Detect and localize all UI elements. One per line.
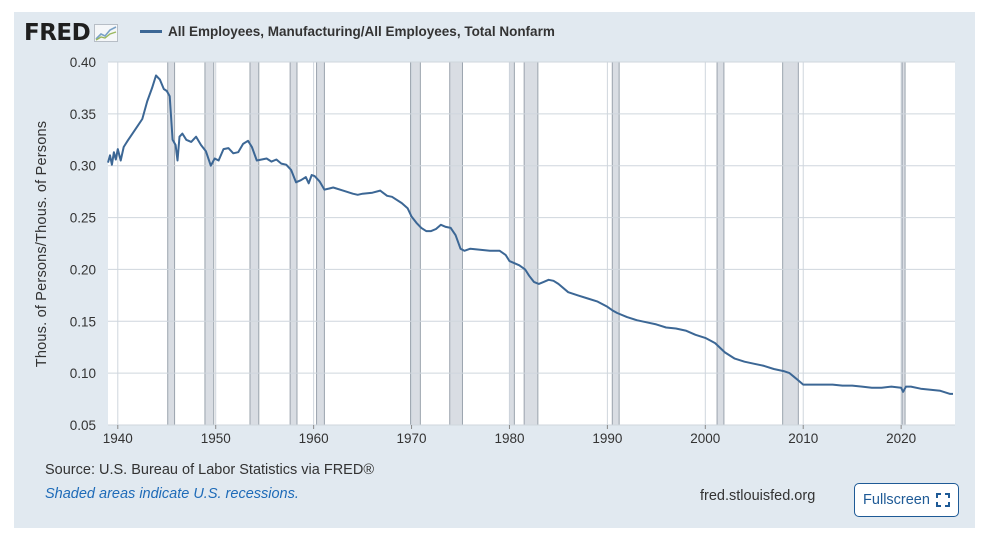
x-tick-label: 1950 bbox=[201, 431, 231, 446]
y-tick-label: 0.30 bbox=[70, 159, 96, 174]
fred-logo[interactable]: FRED bbox=[24, 20, 119, 46]
x-tick-label: 1960 bbox=[299, 431, 329, 446]
source-text: Source: U.S. Bureau of Labor Statistics … bbox=[45, 462, 375, 478]
recession-band bbox=[316, 61, 325, 426]
recession-shading bbox=[167, 61, 906, 426]
recession-band bbox=[523, 61, 539, 426]
chart-legend: All Employees, Manufacturing/All Employe… bbox=[140, 24, 555, 39]
legend-swatch bbox=[140, 30, 162, 33]
x-tick-label: 1980 bbox=[494, 431, 524, 446]
x-tick-label: 2010 bbox=[788, 431, 818, 446]
fullscreen-button[interactable]: Fullscreen bbox=[854, 483, 959, 517]
recession-note[interactable]: Shaded areas indicate U.S. recessions. bbox=[45, 486, 299, 502]
x-tick-label: 1940 bbox=[103, 431, 133, 446]
y-tick-label: 0.25 bbox=[70, 211, 96, 226]
site-link[interactable]: fred.stlouisfed.org bbox=[700, 488, 816, 504]
recession-band bbox=[611, 61, 620, 426]
grid-lines bbox=[108, 61, 955, 426]
recession-band bbox=[716, 61, 725, 426]
recession-band bbox=[289, 61, 298, 426]
fullscreen-label: Fullscreen bbox=[863, 492, 930, 508]
fred-logo-text: FRED bbox=[24, 20, 91, 46]
y-tick-label: 0.35 bbox=[70, 107, 96, 122]
trend-chart-icon bbox=[94, 24, 119, 42]
x-tick-label: 2020 bbox=[886, 431, 916, 446]
recession-band bbox=[204, 61, 215, 426]
y-tick-label: 0.05 bbox=[70, 418, 96, 433]
x-tick-label: 1970 bbox=[397, 431, 427, 446]
y-tick-label: 0.10 bbox=[70, 366, 96, 381]
legend-label: All Employees, Manufacturing/All Employe… bbox=[168, 24, 555, 39]
y-axis-title: Thous. of Persons/Thous. of Persons bbox=[34, 120, 50, 368]
y-tick-label: 0.20 bbox=[70, 262, 96, 277]
x-axis-ticks: 1940 1950 1960 1970 1980 1990 2000 2010 2020 bbox=[103, 425, 916, 446]
y-axis-ticks: 0.05 0.10 0.15 0.20 0.25 0.30 0.35 0.40 bbox=[70, 55, 96, 433]
recession-band bbox=[901, 61, 906, 426]
recession-band bbox=[508, 61, 515, 426]
expand-icon bbox=[935, 493, 950, 507]
x-tick-label: 2000 bbox=[690, 431, 720, 446]
recession-band bbox=[449, 61, 463, 426]
x-tick-label: 1990 bbox=[592, 431, 622, 446]
series-line bbox=[107, 74, 953, 395]
y-tick-label: 0.15 bbox=[70, 314, 96, 329]
y-tick-label: 0.40 bbox=[70, 55, 96, 70]
recession-band bbox=[249, 61, 260, 426]
